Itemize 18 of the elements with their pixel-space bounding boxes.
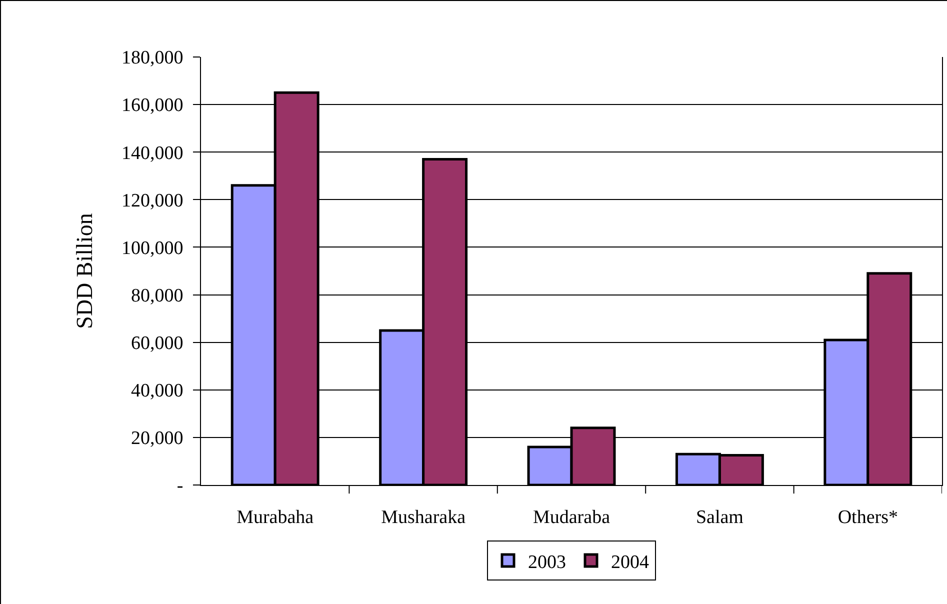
y-tick-label: 40,000 [130, 380, 184, 402]
y-tick-label: 100,000 [121, 238, 184, 259]
y-tick-label: 20,000 [130, 428, 184, 450]
x-tick-label: Musharaka [381, 506, 466, 528]
y-tick-label: 140,000 [121, 142, 184, 164]
y-tick-label: 160,000 [121, 95, 184, 116]
x-tick-label: Salam [696, 506, 744, 528]
y-tick-label: 80,000 [130, 285, 184, 306]
y-tick-label: 180,000 [121, 48, 184, 69]
y-tick-label: 60,000 [130, 332, 184, 354]
x-tick-label: Others* [838, 506, 898, 528]
y-tick-label: - [176, 476, 184, 497]
legend-label: 2004 [611, 552, 650, 573]
y-tick-label: 120,000 [121, 190, 184, 212]
y-axis-title: SDD Billion [72, 212, 97, 329]
x-tick-label: Murabaha [236, 506, 314, 528]
x-tick-label: Mudaraba [532, 506, 611, 528]
legend-label: 2003 [528, 552, 566, 573]
